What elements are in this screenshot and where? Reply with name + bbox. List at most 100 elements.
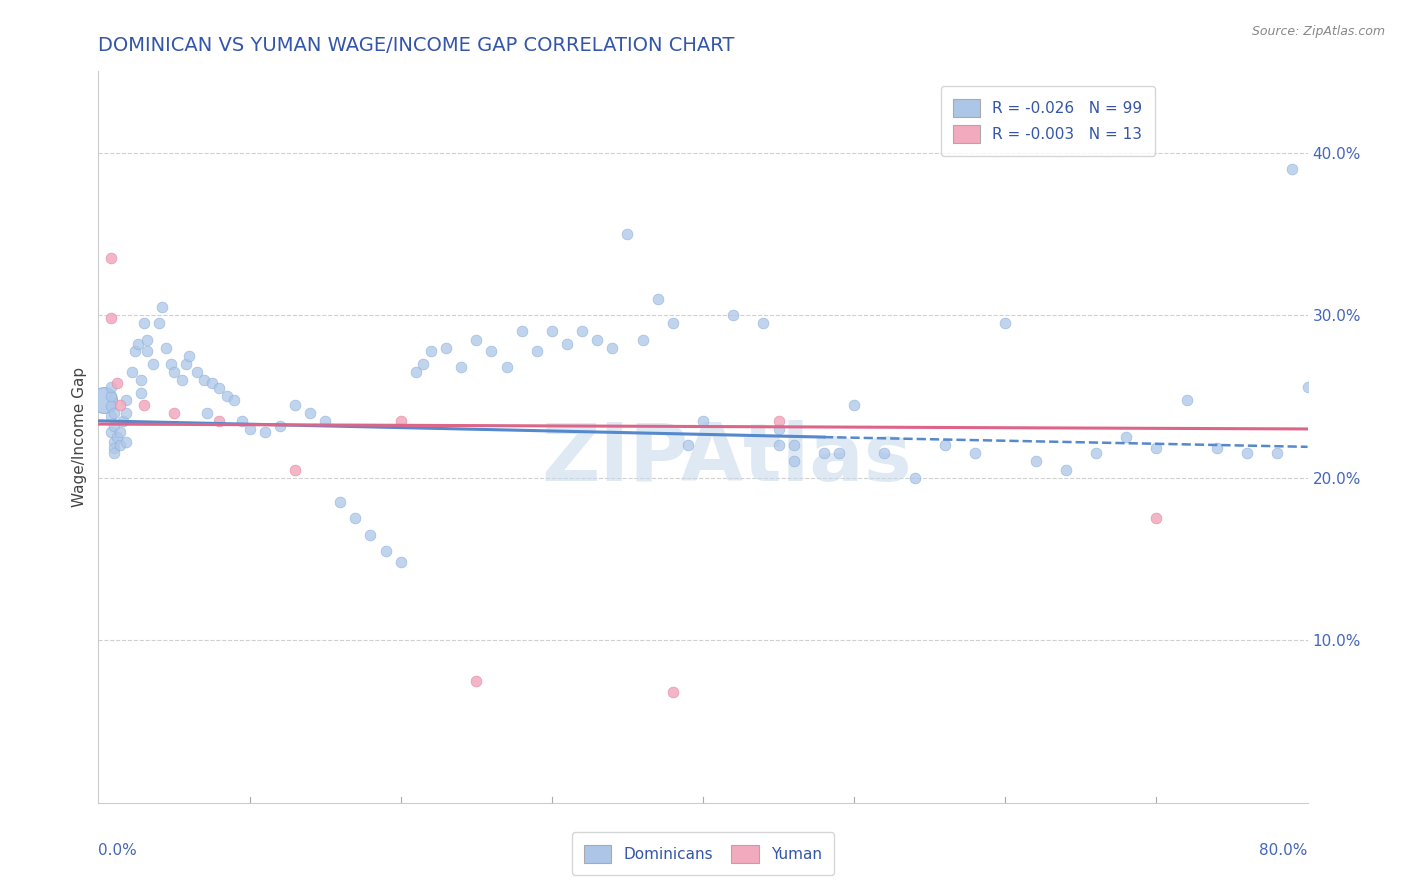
Point <box>344 511 367 525</box>
Point <box>148 316 170 330</box>
Point <box>170 373 193 387</box>
Point <box>481 343 503 358</box>
Point <box>526 343 548 358</box>
Point <box>284 398 307 412</box>
Point <box>163 365 186 379</box>
Point <box>93 392 115 407</box>
Point <box>114 392 136 407</box>
Point <box>405 365 427 379</box>
Point <box>783 454 806 468</box>
Point <box>389 414 412 428</box>
Point <box>105 430 128 444</box>
Text: DOMINICAN VS YUMAN WAGE/INCOME GAP CORRELATION CHART: DOMINICAN VS YUMAN WAGE/INCOME GAP CORRE… <box>98 36 735 54</box>
Point <box>132 316 155 330</box>
Point <box>179 349 201 363</box>
Point <box>965 446 987 460</box>
Legend: R = -0.026   N = 99, R = -0.003   N = 13: R = -0.026 N = 99, R = -0.003 N = 13 <box>941 87 1154 156</box>
Point <box>1024 454 1046 468</box>
Point <box>1236 446 1258 460</box>
Point <box>828 446 851 460</box>
Point <box>269 418 291 433</box>
Point <box>616 227 638 241</box>
Point <box>103 434 125 449</box>
Point <box>510 325 533 339</box>
Point <box>768 438 790 452</box>
Point <box>1296 380 1319 394</box>
Point <box>676 438 699 452</box>
Point <box>195 406 218 420</box>
Point <box>692 414 714 428</box>
Point <box>239 422 262 436</box>
Point <box>329 495 352 509</box>
Point <box>253 425 276 440</box>
Point <box>100 425 122 440</box>
Point <box>389 555 412 569</box>
Point <box>163 406 186 420</box>
Point <box>193 373 215 387</box>
Point <box>124 343 146 358</box>
Point <box>555 337 578 351</box>
Point <box>844 398 866 412</box>
Point <box>360 527 382 541</box>
Point <box>1085 446 1108 460</box>
Point <box>231 414 253 428</box>
Point <box>1144 511 1167 525</box>
Point <box>100 409 122 423</box>
Point <box>132 398 155 412</box>
Point <box>129 386 152 401</box>
Point <box>450 360 472 375</box>
Point <box>783 438 806 452</box>
Point <box>465 333 488 347</box>
Point <box>495 360 517 375</box>
Point <box>215 389 238 403</box>
Point <box>224 392 246 407</box>
Point <box>114 434 136 449</box>
Point <box>100 252 122 266</box>
Point <box>813 446 835 460</box>
Point <box>135 333 157 347</box>
Point <box>768 414 790 428</box>
Point <box>1281 161 1303 176</box>
Point <box>661 685 683 699</box>
Legend: Dominicans, Yuman: Dominicans, Yuman <box>572 832 834 875</box>
Point <box>105 376 128 391</box>
Point <box>103 406 125 420</box>
Point <box>420 343 443 358</box>
Point <box>160 357 183 371</box>
Point <box>1175 392 1198 407</box>
Point <box>108 425 131 440</box>
Point <box>540 325 562 339</box>
Point <box>129 373 152 387</box>
Point <box>135 343 157 358</box>
Point <box>186 365 208 379</box>
Point <box>1267 446 1289 460</box>
Point <box>994 316 1017 330</box>
Point <box>284 462 307 476</box>
Point <box>465 673 488 688</box>
Point <box>434 341 457 355</box>
Point <box>100 399 122 413</box>
Point <box>412 357 434 371</box>
Point <box>108 398 131 412</box>
Point <box>586 333 609 347</box>
Point <box>100 380 122 394</box>
Point <box>208 414 231 428</box>
Point <box>114 406 136 420</box>
Point <box>1206 442 1229 456</box>
Point <box>904 471 927 485</box>
Point <box>121 365 143 379</box>
Text: ZIPAtlas: ZIPAtlas <box>541 420 912 498</box>
Point <box>1144 442 1167 456</box>
Point <box>127 337 149 351</box>
Point <box>100 311 122 326</box>
Point <box>631 333 654 347</box>
Point <box>1115 430 1137 444</box>
Point <box>934 438 956 452</box>
Point <box>150 300 173 314</box>
Point <box>201 376 224 391</box>
Point <box>299 406 322 420</box>
Point <box>374 544 396 558</box>
Point <box>103 446 125 460</box>
Point <box>103 442 125 456</box>
Point <box>100 389 122 403</box>
